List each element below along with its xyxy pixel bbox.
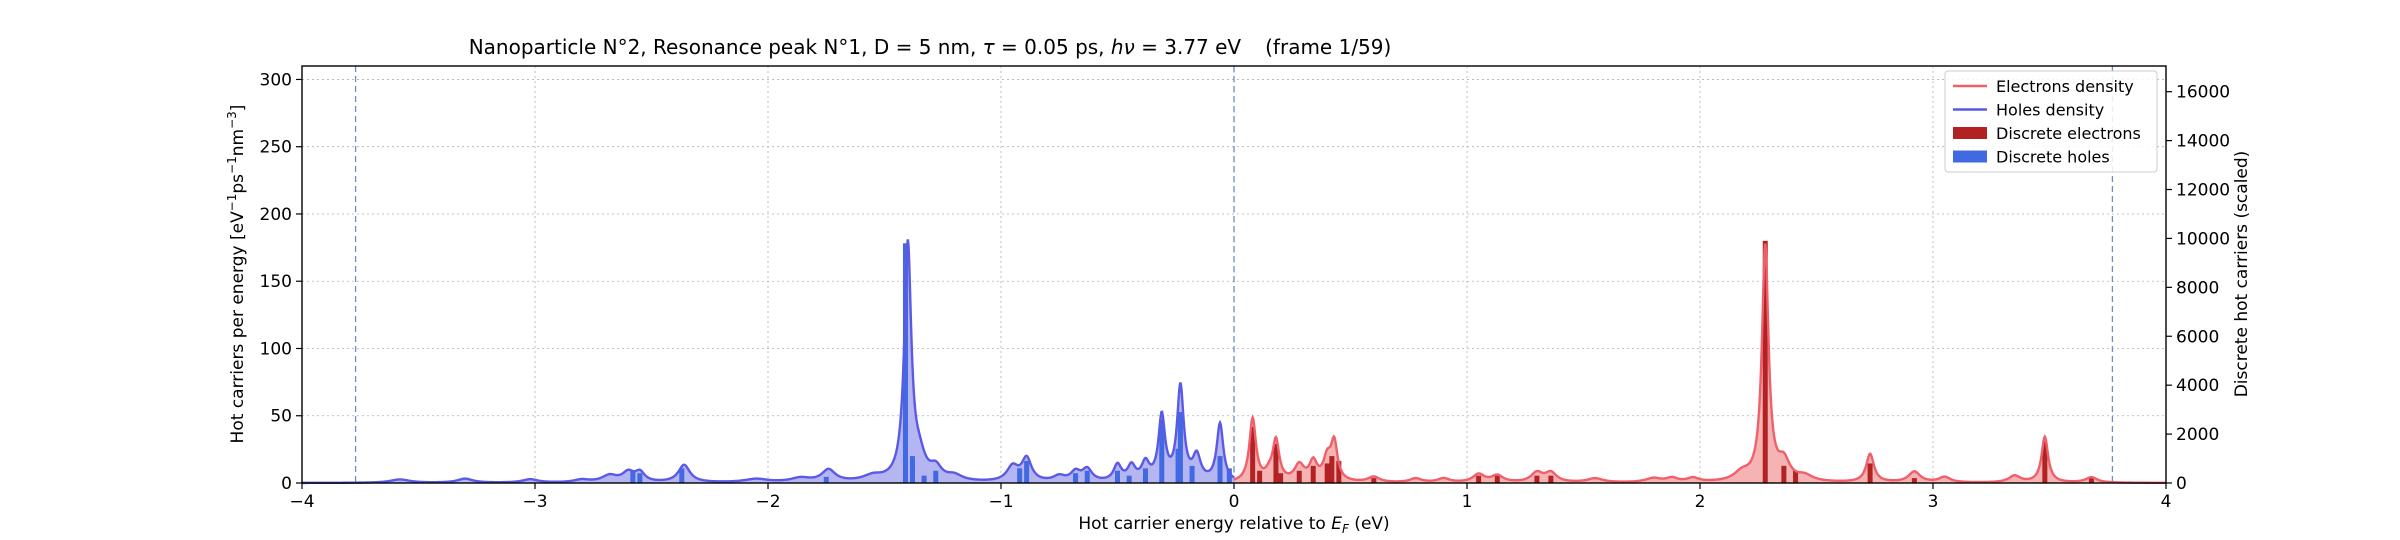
x-tick-label: −1 bbox=[988, 492, 1013, 512]
holes-density-line bbox=[302, 239, 1235, 485]
legend: Electrons density Holes density Discrete e… bbox=[1944, 70, 2158, 173]
x-tick-label: 4 bbox=[2161, 492, 2172, 512]
discrete-electron-bar bbox=[1781, 465, 1787, 483]
y-right-tick-label: 4000 bbox=[2176, 376, 2219, 396]
discrete-hole-bar bbox=[1024, 460, 1030, 483]
discrete-electron-bar bbox=[1324, 463, 1330, 483]
discrete-electron-bar bbox=[1911, 478, 1917, 483]
y-right-tick-label: 12000 bbox=[2176, 181, 2230, 201]
y-left-tick-label: 250 bbox=[260, 138, 292, 158]
discrete-hole-bar bbox=[1115, 470, 1120, 483]
x-tick-label: 0 bbox=[1229, 492, 1240, 512]
discrete-hole-bar bbox=[1217, 456, 1223, 483]
discrete-hole-bar bbox=[1126, 475, 1132, 483]
x-tick-label: −2 bbox=[755, 492, 780, 512]
discrete-hole-bar bbox=[1177, 412, 1183, 483]
x-tick-label: −4 bbox=[289, 492, 314, 512]
y-left-tick-label: 200 bbox=[260, 205, 292, 225]
x-tick-label: −3 bbox=[522, 492, 547, 512]
discrete-electron-bar bbox=[1250, 426, 1256, 483]
x-tick-label: 3 bbox=[1928, 492, 1939, 512]
chart-title: Nanoparticle N°2, Resonance peak N°1, D … bbox=[469, 35, 1392, 59]
discrete-electron-bar bbox=[1257, 470, 1263, 483]
legend-swatch bbox=[1953, 150, 1987, 163]
y-right-axis-label: Discrete hot carriers (scaled) bbox=[2232, 151, 2252, 398]
legend-label: Discrete electrons bbox=[1996, 124, 2141, 143]
y-right-tick-label: 14000 bbox=[2176, 132, 2230, 152]
discrete-hole-bar bbox=[1189, 465, 1195, 483]
x-axis-ticks: −4 −3 −2 −1 0 1 2 3 4 bbox=[289, 483, 2171, 512]
discrete-hole-bar bbox=[1017, 468, 1023, 483]
discrete-electron-bar bbox=[1476, 475, 1482, 483]
y-right-tick-label: 10000 bbox=[2176, 229, 2230, 249]
y-right-axis-ticks: 0 2000 4000 6000 8000 10000 12000 14000 16000 bbox=[2166, 83, 2230, 494]
discrete-hole-bar bbox=[1073, 473, 1079, 483]
discrete-electron-bar bbox=[1336, 460, 1342, 483]
discrete-hole-bar bbox=[1226, 468, 1232, 483]
discrete-hole-bar bbox=[902, 243, 908, 483]
discrete-hole-bar bbox=[637, 473, 643, 483]
discrete-hole-bar bbox=[933, 470, 939, 483]
y-right-tick-label: 16000 bbox=[2176, 83, 2230, 103]
discrete-hole-bar bbox=[909, 456, 915, 483]
discrete-electron-bar bbox=[1278, 473, 1284, 483]
discrete-electron-bar bbox=[1310, 465, 1316, 483]
discrete-bars bbox=[630, 240, 2094, 483]
legend-label: Electrons density bbox=[1996, 77, 2134, 96]
y-left-tick-label: 0 bbox=[281, 474, 292, 494]
x-axis-label: Hot carrier energy relative to EF (eV) bbox=[1078, 514, 1389, 536]
discrete-electron-bar bbox=[1762, 240, 1768, 483]
density-lines bbox=[302, 239, 2166, 485]
discrete-hole-bar bbox=[1084, 470, 1090, 483]
y-left-tick-label: 300 bbox=[260, 70, 292, 90]
x-tick-label: 2 bbox=[1695, 492, 1706, 512]
discrete-hole-bar bbox=[1142, 468, 1148, 483]
discrete-hole-bar bbox=[823, 476, 829, 483]
legend-label: Holes density bbox=[1996, 101, 2104, 120]
discrete-electron-bar bbox=[1534, 475, 1540, 483]
discrete-electron-bar bbox=[1273, 443, 1279, 483]
legend-box bbox=[1944, 70, 2158, 173]
y-right-tick-label: 8000 bbox=[2176, 278, 2219, 298]
discrete-electron-bar bbox=[2042, 441, 2048, 483]
electrons-density-area bbox=[1234, 243, 2166, 483]
y-left-tick-label: 50 bbox=[270, 407, 292, 427]
y-left-axis-label: Hot carriers per energy [eV−1ps−1nm−3] bbox=[225, 105, 248, 444]
discrete-electron-bar bbox=[2088, 478, 2094, 483]
legend-label: Discrete holes bbox=[1996, 148, 2110, 167]
discrete-hole-bar bbox=[630, 470, 636, 483]
discrete-electron-bar bbox=[1494, 475, 1500, 483]
discrete-electron-bar bbox=[1329, 456, 1335, 483]
legend-swatch bbox=[1953, 127, 1987, 139]
y-left-tick-label: 100 bbox=[260, 339, 292, 359]
y-left-axis-ticks: 0 50 100 150 200 250 300 bbox=[260, 70, 302, 494]
y-left-tick-label: 150 bbox=[260, 272, 292, 292]
discrete-hole-bar bbox=[921, 475, 927, 483]
x-tick-label: 1 bbox=[1462, 492, 1473, 512]
discrete-hole-bar bbox=[1159, 419, 1165, 483]
discrete-electron-bar bbox=[1793, 470, 1799, 483]
density-areas bbox=[302, 239, 2166, 483]
discrete-electron-bar bbox=[1371, 478, 1377, 483]
discrete-hole-bar bbox=[679, 468, 685, 483]
discrete-electron-bar bbox=[1548, 475, 1554, 483]
discrete-electron-bar bbox=[1867, 463, 1873, 483]
discrete-electron-bar bbox=[1296, 470, 1302, 483]
y-right-tick-label: 2000 bbox=[2176, 425, 2219, 445]
y-right-tick-label: 6000 bbox=[2176, 327, 2219, 347]
electrons-density-line bbox=[1233, 243, 2166, 485]
y-right-tick-label: 0 bbox=[2176, 474, 2187, 494]
